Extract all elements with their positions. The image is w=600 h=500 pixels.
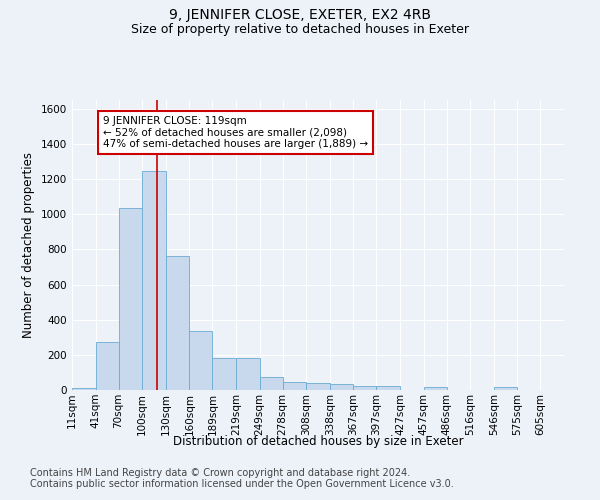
Bar — [72, 388, 95, 390]
Bar — [166, 256, 190, 390]
Bar — [376, 386, 400, 390]
Text: Size of property relative to detached houses in Exeter: Size of property relative to detached ho… — [131, 22, 469, 36]
Text: 9 JENNIFER CLOSE: 119sqm
← 52% of detached houses are smaller (2,098)
47% of sem: 9 JENNIFER CLOSE: 119sqm ← 52% of detach… — [103, 116, 368, 149]
Bar — [424, 388, 446, 390]
Bar — [236, 358, 260, 390]
Bar — [494, 388, 517, 390]
Bar — [330, 384, 353, 390]
Bar — [260, 377, 283, 390]
Text: Contains public sector information licensed under the Open Government Licence v3: Contains public sector information licen… — [30, 479, 454, 489]
Text: 9, JENNIFER CLOSE, EXETER, EX2 4RB: 9, JENNIFER CLOSE, EXETER, EX2 4RB — [169, 8, 431, 22]
Bar — [95, 342, 119, 390]
Bar — [119, 208, 142, 390]
Text: Distribution of detached houses by size in Exeter: Distribution of detached houses by size … — [173, 435, 463, 448]
Bar — [353, 386, 376, 390]
Text: Contains HM Land Registry data © Crown copyright and database right 2024.: Contains HM Land Registry data © Crown c… — [30, 468, 410, 477]
Bar — [142, 171, 166, 390]
Bar — [283, 382, 306, 390]
Bar — [212, 358, 236, 390]
Bar — [306, 383, 330, 390]
Y-axis label: Number of detached properties: Number of detached properties — [22, 152, 35, 338]
Bar — [190, 331, 212, 390]
